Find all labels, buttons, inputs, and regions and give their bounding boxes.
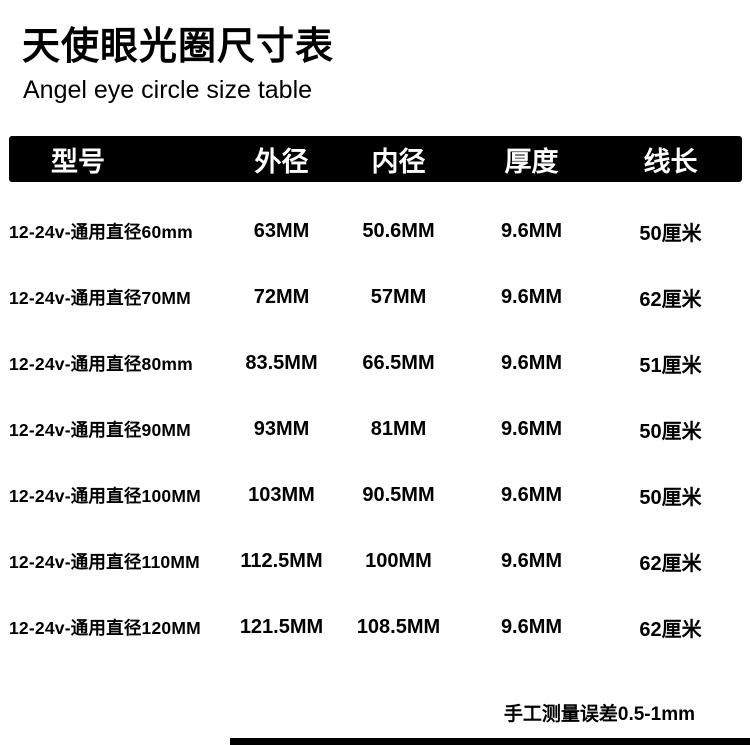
model-cell: 12-24v-通用直径90MM bbox=[9, 419, 191, 440]
thickness-cell: 9.6MM bbox=[500, 351, 563, 374]
wire-cell: 62厘米 bbox=[639, 618, 702, 641]
column-header-outer: 外径 bbox=[254, 146, 309, 177]
inner-cell: 108.5MM bbox=[356, 615, 441, 638]
table-body: 12-24v-通用直径60mm 63MM 50.6MM 9.6MM 50厘米 1… bbox=[9, 198, 742, 660]
wire-cell: 50厘米 bbox=[639, 486, 702, 509]
thickness-cell: 9.6MM bbox=[500, 219, 563, 242]
page-title: 天使眼光圈尺寸表 bbox=[22, 26, 335, 68]
column-header-inner: 内径 bbox=[371, 146, 426, 177]
column-header-thickness: 厚度 bbox=[504, 146, 559, 177]
model-cell: 12-24v-通用直径80mm bbox=[9, 353, 193, 374]
wire-cell: 62厘米 bbox=[639, 552, 702, 575]
table-row: 12-24v-通用直径60mm 63MM 50.6MM 9.6MM 50厘米 bbox=[9, 198, 742, 264]
wire-cell: 50厘米 bbox=[639, 222, 702, 245]
inner-cell: 50.6MM bbox=[362, 219, 435, 242]
outer-cell: 72MM bbox=[253, 285, 310, 308]
inner-cell: 57MM bbox=[370, 285, 427, 308]
table-row: 12-24v-通用直径80mm 83.5MM 66.5MM 9.6MM 51厘米 bbox=[9, 330, 742, 396]
measurement-tolerance-note: 手工测量误差0.5-1mm bbox=[503, 704, 695, 725]
inner-cell: 90.5MM bbox=[362, 483, 435, 506]
thickness-cell: 9.6MM bbox=[500, 285, 563, 308]
column-header-wire: 线长 bbox=[643, 146, 698, 177]
thickness-cell: 9.6MM bbox=[500, 549, 563, 572]
outer-cell: 63MM bbox=[253, 219, 310, 242]
model-cell: 12-24v-通用直径120MM bbox=[9, 617, 201, 638]
table-header: 型号 外径 内径 厚度 线长 bbox=[9, 136, 742, 183]
wire-cell: 62厘米 bbox=[639, 288, 702, 311]
page-subtitle: Angel eye circle size table bbox=[23, 75, 313, 104]
outer-cell: 93MM bbox=[253, 417, 310, 440]
table-row: 12-24v-通用直径110MM 112.5MM 100MM 9.6MM 62厘… bbox=[9, 528, 742, 594]
table-row: 12-24v-通用直径90MM 93MM 81MM 9.6MM 50厘米 bbox=[9, 396, 742, 462]
outer-cell: 103MM bbox=[248, 483, 315, 506]
wire-cell: 51厘米 bbox=[639, 354, 702, 377]
model-cell: 12-24v-通用直径100MM bbox=[9, 485, 201, 506]
table-row: 12-24v-通用直径100MM 103MM 90.5MM 9.6MM 50厘米 bbox=[9, 462, 742, 528]
table-row: 12-24v-通用直径120MM 121.5MM 108.5MM 9.6MM 6… bbox=[9, 594, 742, 660]
bottom-divider-bar bbox=[230, 738, 750, 745]
wire-cell: 50厘米 bbox=[639, 420, 702, 443]
table-row: 12-24v-通用直径70MM 72MM 57MM 9.6MM 62厘米 bbox=[9, 264, 742, 330]
thickness-cell: 9.6MM bbox=[500, 615, 563, 638]
column-header-model: 型号 bbox=[51, 146, 105, 177]
outer-cell: 83.5MM bbox=[245, 351, 318, 374]
inner-cell: 100MM bbox=[365, 549, 432, 572]
thickness-cell: 9.6MM bbox=[500, 417, 563, 440]
inner-cell: 81MM bbox=[370, 417, 427, 440]
outer-cell: 112.5MM bbox=[240, 549, 323, 572]
outer-cell: 121.5MM bbox=[239, 615, 324, 638]
model-cell: 12-24v-通用直径110MM bbox=[9, 551, 200, 572]
model-cell: 12-24v-通用直径70MM bbox=[9, 287, 191, 308]
thickness-cell: 9.6MM bbox=[500, 483, 563, 506]
model-cell: 12-24v-通用直径60mm bbox=[9, 221, 193, 242]
inner-cell: 66.5MM bbox=[362, 351, 435, 374]
